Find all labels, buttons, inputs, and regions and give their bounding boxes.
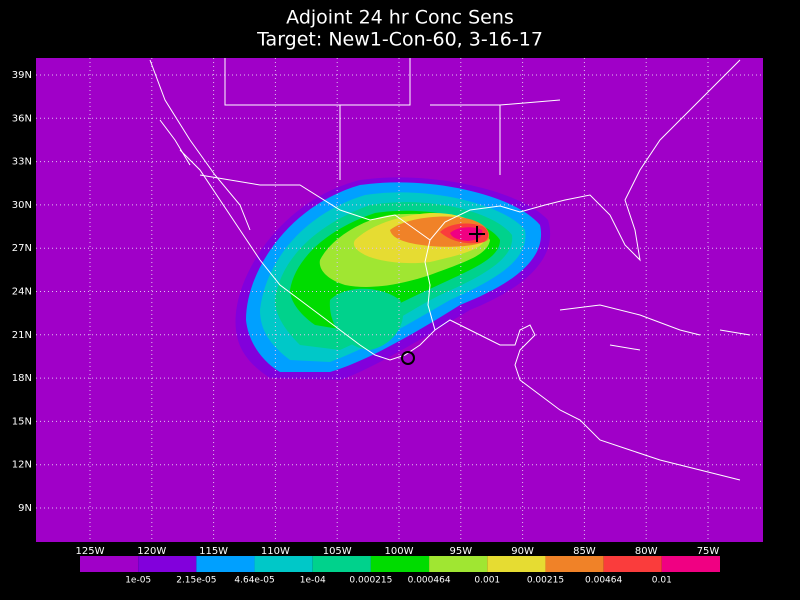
colorbar-swatch xyxy=(80,556,139,572)
lat-label: 36N xyxy=(12,113,32,124)
lat-label: 15N xyxy=(12,416,32,427)
lon-label: 80W xyxy=(635,546,658,557)
lat-label: 30N xyxy=(12,200,32,211)
lon-label: 125W xyxy=(76,546,105,557)
lon-label: 85W xyxy=(573,546,596,557)
coastline xyxy=(179,149,546,361)
coastlines xyxy=(149,58,751,481)
coastline xyxy=(149,59,251,231)
axes: 39N 36N 33N 30N 27N 24N 21N 18N 15N 12N 9N 125W 120W… xyxy=(12,70,720,557)
colorbar-label: 4.64e-05 xyxy=(234,576,274,586)
colorbar-label: 1e-05 xyxy=(125,576,151,586)
colorbar-label: 0.001 xyxy=(474,576,500,586)
colorbar-label: 1e-04 xyxy=(300,576,326,586)
lon-label: 75W xyxy=(697,546,720,557)
colorbar-label: 0.00215 xyxy=(527,576,564,586)
colorbar-label: 2.15e-05 xyxy=(176,576,216,586)
border xyxy=(199,58,561,241)
subtitle: Target: New1-Con-60, 3-16-17 xyxy=(256,29,543,51)
colorbar-swatch xyxy=(603,556,662,572)
colorbar-swatch xyxy=(545,556,604,572)
coastline xyxy=(544,59,741,262)
title: Adjoint 24 hr Conc Sens xyxy=(286,7,514,29)
lon-label: 95W xyxy=(449,546,472,557)
lon-label: 90W xyxy=(511,546,534,557)
contour-level xyxy=(450,227,483,241)
colorbar-swatch xyxy=(254,556,313,572)
lat-label: 33N xyxy=(12,157,32,168)
colorbar-swatch xyxy=(138,556,197,572)
colorbar-swatch xyxy=(661,556,720,572)
coastline xyxy=(559,304,751,351)
lat-label: 21N xyxy=(12,330,32,341)
colorbar: 1e-05 2.15e-05 4.64e-05 1e-04 0.000215 0.0004… xyxy=(80,556,720,586)
coastline xyxy=(434,319,741,481)
lat-label: 12N xyxy=(12,460,32,471)
lat-label: 39N xyxy=(12,70,32,81)
source-marker xyxy=(401,351,415,365)
colorbar-swatch xyxy=(196,556,255,572)
colorbar-swatch xyxy=(487,556,546,572)
target-marker xyxy=(401,226,485,365)
colorbar-label: 0.000215 xyxy=(349,576,392,586)
grid xyxy=(36,58,763,542)
colorbar-label: 0.000464 xyxy=(408,576,451,586)
lon-label: 110W xyxy=(261,546,290,557)
lat-label: 9N xyxy=(18,503,32,514)
colorbar-swatch xyxy=(312,556,371,572)
colorbar-label: 0.00464 xyxy=(585,576,622,586)
colorbar-swatch xyxy=(429,556,488,572)
lon-label: 105W xyxy=(323,546,352,557)
lat-label: 18N xyxy=(12,373,32,384)
lon-label: 120W xyxy=(137,546,166,557)
lon-label: 100W xyxy=(385,546,414,557)
lat-label: 24N xyxy=(12,287,32,298)
colorbar-label: 0.01 xyxy=(652,576,672,586)
colorbar-swatch xyxy=(370,556,430,572)
lat-label: 27N xyxy=(12,243,32,254)
lon-label: 115W xyxy=(199,546,228,557)
